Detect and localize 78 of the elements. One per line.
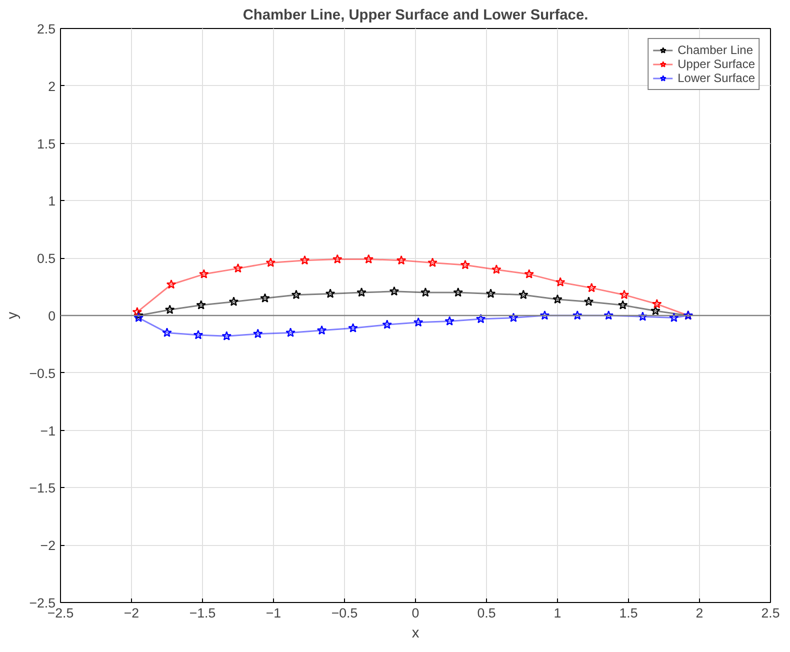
legend-label: Upper Surface <box>678 57 755 71</box>
point <box>486 288 496 298</box>
point <box>325 288 336 298</box>
point <box>266 258 276 267</box>
x-tick-label: −1 <box>266 606 282 620</box>
point <box>300 255 310 265</box>
x-tick-label: 0 <box>412 606 420 620</box>
point <box>356 287 366 297</box>
y-tick-label: 0 <box>48 308 56 324</box>
point <box>193 330 204 340</box>
point <box>572 310 582 320</box>
legend-label: Lower Surface <box>678 71 755 85</box>
legend-label: Chamber Line <box>678 43 753 57</box>
point <box>166 279 176 289</box>
x-tick-label: −0.5 <box>331 606 358 620</box>
point <box>586 282 596 292</box>
y-tick-label: 2 <box>48 78 56 94</box>
point <box>619 290 630 300</box>
point <box>389 286 400 296</box>
point <box>524 269 534 278</box>
point <box>492 264 502 274</box>
y-axis-title: y <box>5 311 22 320</box>
point <box>604 310 614 320</box>
point <box>552 294 562 304</box>
point <box>382 320 392 329</box>
point <box>199 269 209 278</box>
x-tick-label: 0.5 <box>477 606 496 620</box>
x-axis-title: x <box>412 626 420 642</box>
point <box>316 325 327 335</box>
point <box>420 287 430 297</box>
point <box>348 323 358 332</box>
y-tick-label: 1.5 <box>36 136 56 152</box>
y-tick-label: −1.5 <box>29 480 56 496</box>
point <box>652 298 662 308</box>
x-tick-label: −2 <box>124 606 140 620</box>
point <box>518 290 528 300</box>
point <box>460 260 470 270</box>
x-tick-label: 1.5 <box>619 606 638 620</box>
y-tick-label: 1 <box>48 194 56 209</box>
y-tick-label: −1 <box>40 423 56 438</box>
x-tick-label: 2 <box>696 606 704 620</box>
point <box>260 293 270 303</box>
point <box>540 310 550 320</box>
point <box>428 258 438 267</box>
point <box>584 296 594 306</box>
y-tick-label: 2.5 <box>36 22 56 36</box>
y-tick-label: 0.5 <box>36 251 56 266</box>
point <box>453 287 463 297</box>
point <box>233 263 243 273</box>
x-tick-label: 1 <box>554 606 562 620</box>
x-tick-label: −1.5 <box>189 606 216 620</box>
point <box>132 306 142 316</box>
y-tick-label: −2.5 <box>29 596 56 610</box>
point <box>476 314 486 324</box>
point <box>413 317 424 327</box>
point <box>228 296 239 306</box>
point <box>253 328 263 338</box>
point <box>222 331 232 340</box>
point <box>650 306 660 316</box>
point <box>364 254 374 264</box>
point <box>164 304 175 314</box>
point <box>444 316 454 326</box>
chart-title: Chamber Line, Upper Surface and Lower Surface. <box>242 8 588 24</box>
point <box>618 300 628 310</box>
y-tick-label: −2 <box>40 538 56 554</box>
point <box>332 254 342 264</box>
point <box>508 312 518 322</box>
point <box>196 300 206 310</box>
point <box>555 277 566 286</box>
x-tick-label: 2.5 <box>761 606 780 620</box>
point <box>291 290 302 300</box>
point <box>286 328 296 337</box>
point <box>162 328 172 337</box>
point <box>396 255 406 265</box>
point <box>134 312 144 322</box>
point <box>638 312 648 321</box>
y-tick-label: −0.5 <box>29 366 56 381</box>
point <box>669 312 679 322</box>
